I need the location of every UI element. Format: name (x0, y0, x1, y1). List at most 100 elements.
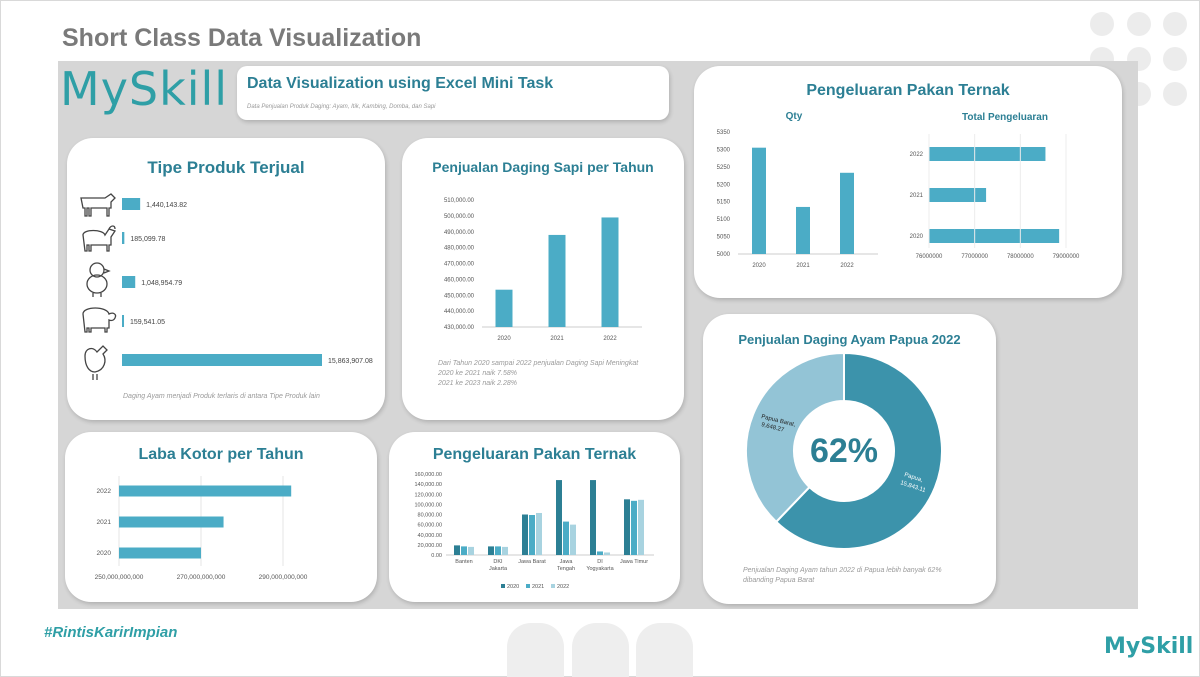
bar (122, 232, 125, 244)
bar (488, 546, 494, 555)
y-tick-label: 2022 (910, 152, 924, 158)
chart-laba: 250,000,000,000 270,000,000,000 290,000,00… (95, 476, 308, 581)
y-tick-label: 5000 (717, 252, 731, 258)
x-tick-label: 2021 (550, 336, 564, 342)
y-tick-label: 440,000.00 (444, 309, 475, 315)
x-tick-label: 2022 (603, 336, 617, 342)
decor-blob (572, 623, 629, 677)
goat-icon (82, 225, 117, 252)
ayam-note-line: Penjualan Daging Ayam tahun 2022 di Papu… (743, 567, 942, 574)
x-tick-label: 290,000,000,000 (259, 574, 308, 581)
decor-dot (1090, 12, 1114, 36)
legend-swatch (526, 584, 530, 588)
bar (522, 514, 528, 555)
ayam-papua-note: Penjualan Daging Ayam tahun 2022 di Papu… (743, 566, 983, 586)
y-tick-label: 490,000.00 (444, 230, 475, 236)
y-tick-label: 430,000.00 (444, 325, 475, 331)
y-tick-label: 5200 (717, 182, 731, 188)
bar (119, 547, 201, 559)
card-pakan-bottom: Pengeluaran Pakan Ternak 0.00 20,000.00 40… (389, 432, 680, 602)
sapi-note-line: Dari Tahun 2020 sampai 2022 penjualan Da… (438, 360, 639, 367)
x-tick-label: 79000000 (1053, 254, 1080, 260)
y-tick-label: 140,000.00 (414, 482, 442, 488)
decor-dot (1163, 12, 1187, 36)
card-pakan-top: Pengeluaran Pakan Ternak Qty Total Penge… (694, 66, 1122, 298)
bar (122, 354, 322, 366)
y-tick-label: 480,000.00 (444, 246, 475, 252)
header-title: Data Visualization using Excel Mini Task (247, 75, 554, 92)
qty-title: Qty (785, 111, 803, 122)
legend-label: 2020 (507, 584, 519, 590)
chicken-icon (84, 345, 108, 380)
x-tick-label: Jawa (560, 559, 574, 565)
y-tick-label: 5300 (717, 147, 731, 153)
bar (122, 276, 136, 288)
slice-label: 9,648.27 (761, 422, 786, 434)
y-tick-label: 450,000.00 (444, 293, 475, 299)
x-tick-label: Tengah (557, 566, 575, 572)
slide-title: Short Class Data Visualization (62, 24, 422, 52)
donut-slice (745, 351, 845, 524)
y-tick-label: 5250 (717, 165, 731, 171)
decor-dot (1163, 47, 1187, 71)
bar (570, 524, 576, 555)
x-tick-label: 2021 (796, 263, 810, 269)
y-tick-label: 5150 (717, 200, 731, 206)
card-ayam-papua: Penjualan Daging Ayam Papua 2022 Papua B… (703, 314, 996, 604)
x-tick-label: Banten (455, 559, 472, 565)
x-tick-label: 77000000 (961, 254, 988, 260)
card-title: Penjualan Daging Ayam Papua 2022 (738, 332, 961, 347)
y-tick-label: 470,000.00 (444, 262, 475, 268)
bar (601, 217, 619, 327)
bar (529, 515, 535, 555)
ayam-note-line: dibanding Papua Barat (743, 577, 815, 584)
y-tick-label: 80,000.00 (418, 513, 442, 519)
myskill-logo: MySkill (60, 62, 229, 116)
y-tick-label: 40,000.00 (418, 533, 442, 539)
bar (122, 198, 141, 210)
bar (624, 499, 630, 555)
card-title: Pengeluaran Pakan Ternak (806, 82, 1010, 99)
x-tick-label: Jawa Timur (620, 559, 648, 565)
y-tick-label: 2021 (910, 193, 924, 199)
x-tick-label: 2020 (752, 263, 766, 269)
donut-center-label: 62% (809, 432, 879, 470)
slice-label: Papua, (903, 472, 923, 484)
legend-label: 2022 (557, 584, 569, 590)
card-title: Penjualan Daging Sapi per Tahun (432, 159, 654, 175)
bar (638, 499, 644, 555)
y-tick-label: 500,000.00 (444, 214, 475, 220)
bar (119, 485, 292, 497)
x-tick-label: DKI (493, 559, 503, 565)
x-tick-label: 2020 (497, 336, 511, 342)
y-tick-label: 2020 (910, 234, 924, 240)
x-tick-label: 78000000 (1007, 254, 1034, 260)
x-tick-label: 2022 (840, 263, 854, 269)
y-tick-label: 120,000.00 (414, 492, 442, 498)
bar (840, 172, 854, 254)
bar (563, 521, 569, 555)
y-tick-label: 20,000.00 (418, 543, 442, 549)
y-tick-label: 160,000.00 (414, 472, 442, 478)
y-tick-label: 510,000.00 (444, 198, 475, 204)
y-tick-label: 60,000.00 (418, 523, 442, 529)
data-label: 1,440,143.82 (146, 202, 187, 209)
bar (548, 234, 566, 327)
bar (590, 480, 596, 555)
chart-sapi: 430,000.00 440,000.00 450,000.00 460,000.00… (444, 198, 642, 342)
bar (604, 552, 610, 555)
chart-qty: 5000 5050 5100 5150 5200 5250 5300 5350 2020 2021… (717, 130, 878, 269)
x-tick-label: 250,000,000,000 (95, 574, 144, 581)
bar (119, 516, 224, 528)
myskill-logo-small: MySkill (1104, 634, 1194, 659)
bar (468, 546, 474, 555)
donut-slice (774, 351, 943, 550)
chart-total: 2022 2021 2020 76000000 77000000 78000000 7900… (910, 134, 1080, 260)
bar (495, 289, 513, 327)
bar (796, 206, 810, 254)
data-label: 1,048,954.79 (141, 280, 182, 287)
bar (536, 512, 542, 555)
sheep-icon (82, 307, 117, 333)
y-tick-label: 2021 (97, 519, 112, 526)
